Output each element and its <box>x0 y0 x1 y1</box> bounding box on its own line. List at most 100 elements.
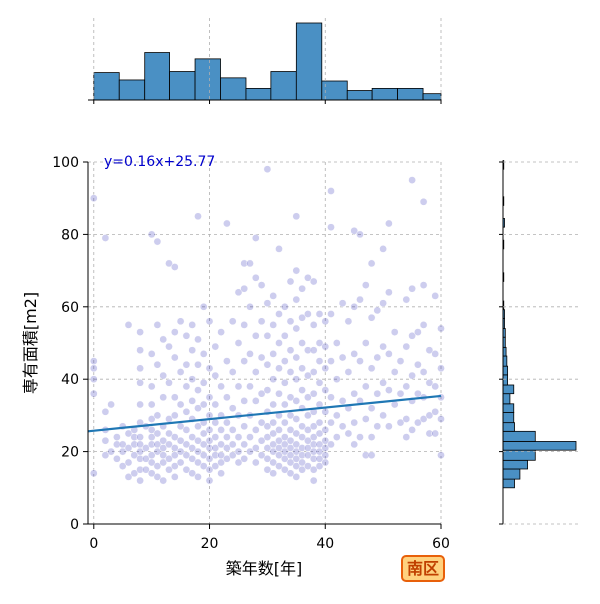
data-point <box>269 350 278 358</box>
data-point <box>321 386 330 394</box>
data-point <box>414 328 422 336</box>
data-point <box>170 473 179 481</box>
data-point <box>263 165 272 174</box>
data-point <box>367 364 376 373</box>
data-point <box>234 288 243 297</box>
data-point <box>280 378 289 387</box>
data-point <box>246 433 254 441</box>
top-hist-bar <box>346 90 373 101</box>
data-point <box>263 433 272 441</box>
data-point <box>211 418 220 427</box>
data-point <box>419 321 428 329</box>
data-point <box>182 426 191 434</box>
data-point <box>223 357 231 365</box>
data-point <box>199 400 208 409</box>
data-point <box>118 462 127 470</box>
data-point <box>165 440 173 449</box>
data-point <box>361 281 370 289</box>
data-point <box>211 371 220 380</box>
data-point <box>240 259 249 268</box>
data-point <box>188 346 197 355</box>
data-point <box>217 469 225 478</box>
data-point <box>159 371 168 380</box>
data-point <box>286 277 295 286</box>
data-point <box>194 422 202 431</box>
data-point <box>309 422 318 431</box>
data-point <box>176 368 185 376</box>
data-point <box>263 360 272 369</box>
data-point <box>188 454 197 463</box>
data-point <box>321 458 330 467</box>
data-point <box>182 382 191 391</box>
data-point <box>275 462 283 470</box>
regression-line <box>87 394 442 433</box>
data-point <box>147 350 156 358</box>
data-point <box>425 378 434 387</box>
data-point <box>153 473 162 481</box>
data-point <box>257 389 266 398</box>
data-point <box>408 371 416 380</box>
data-point <box>419 368 428 376</box>
data-point <box>251 426 260 434</box>
data-point <box>188 321 197 329</box>
top-hist-bar <box>220 77 247 101</box>
data-point <box>309 389 318 398</box>
data-point <box>89 469 98 478</box>
data-point <box>147 469 156 478</box>
data-point <box>182 360 191 369</box>
data-point <box>275 310 283 318</box>
data-point <box>89 357 98 365</box>
data-point <box>298 422 306 431</box>
data-point <box>275 364 283 373</box>
data-point <box>350 418 359 427</box>
data-point <box>246 382 254 391</box>
right-hist-bar <box>502 374 509 386</box>
data-point <box>402 433 411 441</box>
data-point <box>356 230 364 239</box>
data-point <box>402 342 411 351</box>
data-point <box>408 331 416 340</box>
data-point <box>165 378 173 387</box>
x-tick-label: 60 <box>432 536 450 552</box>
data-point <box>170 462 179 470</box>
data-point <box>223 433 231 441</box>
data-point <box>338 299 347 308</box>
y-tick-label: 100 <box>52 155 79 171</box>
data-point <box>211 400 220 409</box>
data-point <box>390 368 399 376</box>
data-point <box>309 368 318 376</box>
data-point <box>275 389 283 398</box>
data-point <box>419 197 428 206</box>
data-point <box>292 462 301 470</box>
data-point <box>257 353 266 362</box>
data-point <box>286 393 295 402</box>
data-point <box>147 382 156 391</box>
data-point <box>292 295 301 304</box>
data-point <box>199 378 208 387</box>
data-point <box>246 259 254 268</box>
data-point <box>263 465 272 474</box>
y-tick-label: 80 <box>61 227 79 243</box>
data-point <box>211 451 220 460</box>
data-point <box>257 418 266 427</box>
data-point <box>275 426 283 434</box>
data-point <box>246 302 254 311</box>
data-point <box>153 411 162 420</box>
data-point <box>385 219 393 228</box>
data-point <box>408 284 416 293</box>
data-point <box>327 223 335 232</box>
data-point <box>124 458 133 467</box>
data-point <box>223 444 231 452</box>
data-point <box>408 426 416 434</box>
data-point <box>257 451 266 460</box>
data-point <box>280 454 289 463</box>
data-point <box>118 440 127 449</box>
data-point <box>228 404 237 413</box>
data-point <box>251 458 260 467</box>
data-point <box>240 284 249 293</box>
data-point <box>292 429 301 438</box>
data-point <box>269 429 278 438</box>
data-point <box>217 458 225 467</box>
data-point <box>176 447 185 456</box>
data-point <box>356 433 364 441</box>
